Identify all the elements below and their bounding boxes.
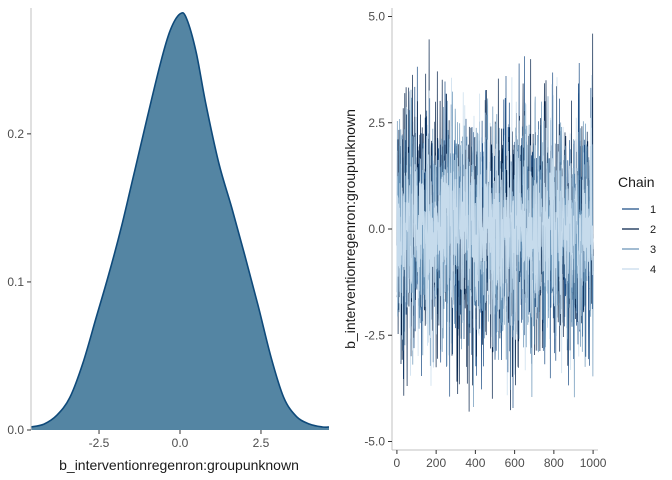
legend-title: Chain — [618, 174, 655, 190]
density-curve — [30, 11, 330, 429]
legend-label-chain-1: 1 — [650, 204, 656, 216]
trace-x-ticks: 0 200 400 600 800 1000 — [394, 450, 607, 470]
density-y-tick-label: 0.2 — [7, 127, 24, 141]
legend-label-chain-2: 2 — [650, 224, 656, 236]
legend-items: 1 2 3 4 — [622, 204, 656, 276]
trace-x-tick-label: 1000 — [580, 456, 607, 470]
density-x-tick-label: 2.5 — [253, 436, 270, 450]
trace-marks — [396, 33, 594, 412]
density-panel: 0.0 0.1 0.2 -2.5 0.0 2.5 b_interventionregen… — [7, 8, 330, 473]
trace-y-tick-label: -5.0 — [364, 435, 385, 449]
legend-label-chain-3: 3 — [650, 244, 656, 256]
legend: Chain 1 2 3 4 — [618, 174, 656, 276]
trace-x-tick-label: 200 — [426, 456, 446, 470]
density-x-tick-label: -2.5 — [89, 436, 110, 450]
trace-x-tick-label: 0 — [394, 456, 401, 470]
trace-panel: -5.0 -2.5 0.0 2.5 5.0 0 200 400 600 800 1000 b_in… — [342, 8, 607, 470]
density-x-ticks: -2.5 0.0 2.5 — [89, 430, 270, 450]
density-x-tick-label: 0.0 — [172, 436, 189, 450]
density-area — [31, 12, 329, 430]
trace-line-chain-4 — [396, 74, 594, 396]
trace-x-tick-label: 600 — [505, 456, 525, 470]
density-y-ticks: 0.0 0.1 0.2 — [7, 127, 31, 437]
trace-y-ticks: -5.0 -2.5 0.0 2.5 5.0 — [364, 10, 392, 449]
trace-x-tick-label: 800 — [544, 456, 564, 470]
legend-label-chain-4: 4 — [650, 264, 656, 276]
trace-y-tick-label: 2.5 — [368, 116, 385, 130]
density-y-tick-label: 0.1 — [7, 275, 24, 289]
trace-x-tick-label: 400 — [465, 456, 485, 470]
trace-y-tick-label: 0.0 — [368, 222, 385, 236]
trace-y-axis-title: b_interventionregenron:groupunknown — [342, 109, 358, 349]
density-marks — [30, 11, 330, 430]
density-x-axis-title: b_interventionregenron:groupunknown — [59, 457, 299, 473]
density-y-tick-label: 0.0 — [7, 423, 24, 437]
trace-y-tick-label: -2.5 — [364, 328, 385, 342]
trace-y-tick-label: 5.0 — [368, 10, 385, 24]
